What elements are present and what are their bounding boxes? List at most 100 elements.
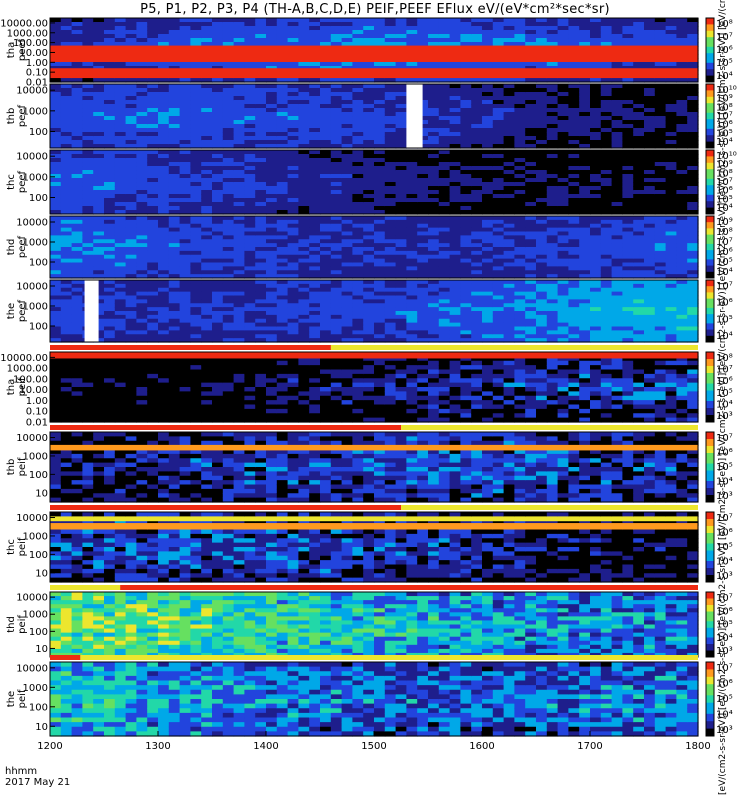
heatmap-cell (93, 182, 105, 187)
heatmap-cell (179, 334, 191, 339)
heatmap-cell (374, 124, 386, 129)
heatmap-cell (212, 140, 224, 145)
heatmap-cell (590, 22, 602, 27)
heatmap-cell (158, 287, 170, 293)
heatmap-cell (147, 299, 159, 304)
heatmap-cell (590, 330, 602, 335)
heatmap-cell (590, 132, 602, 137)
heatmap-cell (93, 210, 105, 215)
heatmap-cell (136, 219, 148, 225)
heatmap-cell (622, 262, 634, 267)
heatmap-cell (255, 194, 267, 199)
colorbar-step (706, 198, 714, 202)
heatmap-cell (287, 132, 299, 137)
heatmap-cell (309, 307, 321, 312)
heatmap-cell (557, 190, 569, 195)
heatmap-cell (60, 162, 73, 167)
heatmap-cell (352, 283, 364, 289)
heatmap-cell (233, 22, 245, 27)
heatmap-cell (568, 84, 580, 89)
heatmap-cell (514, 18, 526, 23)
heatmap-cell (222, 150, 235, 155)
heatmap-cell (482, 206, 494, 211)
heatmap-cell (212, 338, 224, 343)
heatmap-cell (557, 42, 569, 47)
heatmap-cell (417, 166, 429, 171)
heatmap-cell (309, 150, 321, 155)
heatmap-cell (449, 227, 461, 233)
heatmap-cell (136, 262, 148, 267)
colorbar-tick-label: 10⁸ (716, 19, 733, 30)
heatmap-cell (287, 280, 299, 285)
heatmap-cell (93, 334, 105, 339)
heatmap-cell (611, 96, 623, 101)
heatmap-cell (449, 194, 461, 199)
heatmap-cell (136, 112, 148, 117)
heatmap-cell (276, 112, 289, 117)
heatmap-cell (50, 116, 62, 121)
heatmap-cell (330, 283, 343, 289)
colorbar-step (706, 265, 714, 270)
heatmap-cell (104, 186, 116, 191)
heatmap-cell (600, 104, 613, 109)
heatmap-cell (114, 182, 127, 187)
heatmap-cell (676, 42, 688, 47)
colorbar-step (706, 262, 714, 267)
heatmap-cell (125, 283, 137, 289)
heatmap-cell (460, 170, 472, 175)
heatmap-cell (147, 239, 159, 244)
heatmap-cell (244, 326, 256, 331)
heatmap-cell (568, 96, 580, 101)
heatmap-cell (503, 154, 515, 159)
colorbar-step (706, 119, 714, 123)
heatmap-cell (590, 158, 602, 163)
heatmap-cell (222, 303, 235, 308)
heatmap-cell (622, 150, 634, 155)
heatmap-cell (136, 84, 148, 89)
heatmap-cell (482, 100, 494, 105)
heatmap-cell (71, 330, 83, 335)
heatmap-cell (71, 96, 83, 101)
heatmap-cell (104, 30, 116, 35)
heatmap-cell (384, 34, 397, 39)
heatmap-cell (568, 190, 580, 195)
heatmap-cell (158, 334, 170, 339)
heatmap-cell (568, 219, 580, 225)
heatmap-cell (276, 34, 289, 39)
heatmap-cell (71, 247, 83, 252)
heatmap-cell (82, 144, 94, 149)
heatmap-cell (428, 322, 440, 328)
heatmap-cell (71, 22, 83, 27)
heatmap-cell (525, 150, 537, 155)
heatmap-cell (341, 231, 353, 236)
heatmap-cell (633, 194, 645, 199)
heatmap-cell (665, 88, 677, 93)
heatmap-cell (449, 223, 461, 229)
heatmap-cell (309, 194, 321, 199)
heatmap-cell (374, 144, 386, 149)
heatmap-cell (514, 78, 526, 83)
heatmap-cell (341, 78, 353, 83)
colorbar-step (706, 34, 714, 38)
heatmap-cell (471, 307, 483, 312)
heatmap-cell (287, 231, 299, 236)
heatmap-cell (687, 158, 699, 163)
heatmap-cell (611, 178, 623, 183)
heatmap-cell (600, 182, 613, 187)
heatmap-cell (460, 210, 472, 215)
heatmap-cell (384, 166, 397, 171)
heatmap-cell (590, 88, 602, 93)
heatmap-cell (687, 210, 699, 215)
heatmap-cell (190, 250, 202, 256)
heatmap-cell (633, 322, 645, 328)
heatmap-cell (460, 132, 472, 137)
heatmap-cell (428, 108, 440, 113)
heatmap-cell (341, 190, 353, 195)
heatmap-cell (536, 231, 548, 236)
heatmap-cell (676, 283, 688, 289)
heatmap-cell (158, 136, 170, 141)
heatmap-cell (287, 190, 299, 195)
heatmap-cell (590, 190, 602, 195)
heatmap-cell (179, 92, 191, 97)
heatmap-cell (320, 112, 332, 117)
